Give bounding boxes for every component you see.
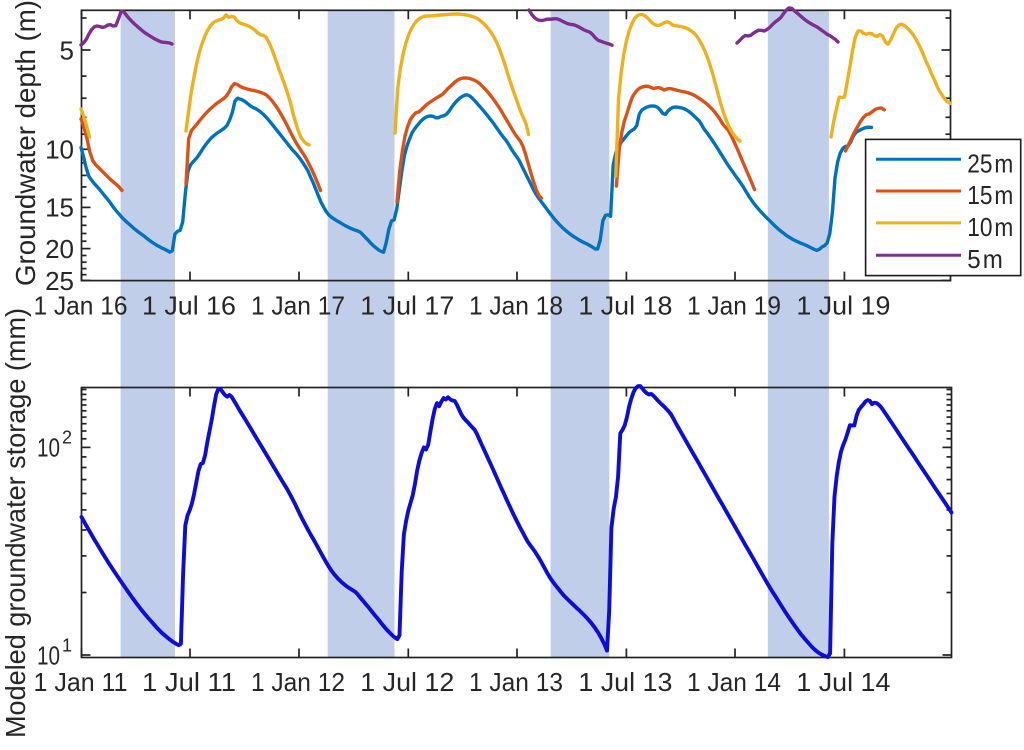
svg-text:1 Jul 13: 1 Jul 13	[578, 667, 672, 697]
svg-text:10: 10	[45, 135, 74, 165]
svg-text:25 m: 25 m	[967, 148, 1013, 178]
svg-text:1 Jan 17: 1 Jan 17	[251, 291, 345, 321]
svg-text:15: 15	[45, 193, 74, 223]
svg-text:1 Jul 12: 1 Jul 12	[360, 667, 454, 697]
svg-text:1 Jan 11: 1 Jan 11	[34, 667, 128, 697]
svg-text:1 Jul 19: 1 Jul 19	[796, 291, 890, 321]
svg-text:5 m: 5 m	[967, 244, 1003, 274]
svg-text:1: 1	[62, 635, 72, 655]
svg-text:1 Jul 11: 1 Jul 11	[142, 667, 236, 697]
svg-text:10: 10	[37, 640, 60, 670]
svg-text:1 Jan 18: 1 Jan 18	[469, 291, 563, 321]
svg-text:25: 25	[45, 266, 74, 296]
svg-text:1 Jan 19: 1 Jan 19	[687, 291, 781, 321]
svg-text:1 Jul 18: 1 Jul 18	[578, 291, 672, 321]
svg-text:1 Jan 16: 1 Jan 16	[34, 291, 128, 321]
svg-text:Groundwater depth (m): Groundwater depth (m)	[10, 0, 41, 286]
svg-text:10 m: 10 m	[967, 212, 1013, 242]
svg-text:1 Jan 14: 1 Jan 14	[687, 667, 781, 697]
svg-text:20: 20	[45, 234, 74, 264]
svg-text:15 m: 15 m	[967, 180, 1013, 210]
svg-text:2: 2	[62, 428, 72, 448]
svg-text:1 Jan 13: 1 Jan 13	[469, 667, 563, 697]
svg-text:1 Jul 17: 1 Jul 17	[360, 291, 454, 321]
svg-text:10: 10	[37, 433, 60, 463]
svg-text:1 Jan 12: 1 Jan 12	[251, 667, 345, 697]
svg-text:1 Jul 16: 1 Jul 16	[142, 291, 236, 321]
svg-text:1 Jul 14: 1 Jul 14	[796, 667, 890, 697]
svg-text:Modeled groundwater storage (m: Modeled groundwater storage (mm)	[0, 308, 31, 738]
svg-text:5: 5	[60, 35, 74, 65]
